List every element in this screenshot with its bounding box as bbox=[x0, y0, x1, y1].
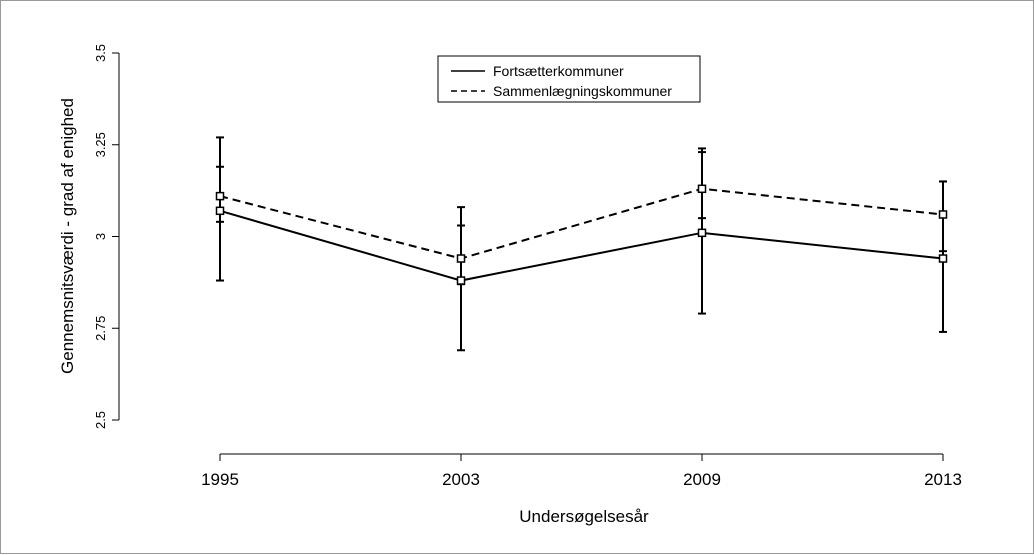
series-line-fortsaetterkommuner bbox=[219, 209, 944, 282]
series-lines bbox=[219, 187, 944, 282]
y-tick-label: 3 bbox=[93, 233, 108, 240]
data-point bbox=[938, 210, 948, 219]
legend-label-fortsaetterkommuner: Fortsætterkommuner bbox=[493, 63, 624, 79]
x-axis-label: Undersøgelsesår bbox=[519, 507, 649, 526]
data-point bbox=[456, 254, 466, 263]
x-tick-label: 2013 bbox=[924, 470, 962, 489]
x-axis: 1995 2003 2009 2013 bbox=[201, 453, 962, 489]
y-tick-label: 2.5 bbox=[93, 411, 108, 429]
data-point bbox=[697, 228, 707, 238]
x-tick-label: 1995 bbox=[201, 470, 239, 489]
x-tick-label: 2003 bbox=[442, 470, 480, 489]
legend-label-sammenlaegningskommuner: Sammenlægningskommuner bbox=[493, 83, 672, 99]
series-markers bbox=[215, 184, 948, 285]
data-point bbox=[456, 276, 466, 285]
data-point bbox=[938, 254, 948, 263]
data-point bbox=[215, 206, 225, 216]
series-line-sammenlaegningskommuner bbox=[219, 187, 944, 260]
y-tick-label: 3.25 bbox=[93, 132, 108, 157]
legend-box bbox=[437, 55, 701, 103]
y-axis: 2.5 2.75 3 3.25 3.5 bbox=[93, 44, 120, 429]
y-tick-label: 2.75 bbox=[93, 316, 108, 341]
y-tick-label: 3.5 bbox=[93, 44, 108, 62]
legend: Fortsætterkommuner Sammenlægningskommune… bbox=[437, 55, 701, 103]
y-axis-label: Gennemsnitsværdi - grad af enighed bbox=[58, 98, 77, 374]
data-point bbox=[215, 191, 225, 201]
x-tick-label: 2009 bbox=[683, 470, 721, 489]
error-bars bbox=[216, 136, 947, 352]
data-point bbox=[697, 184, 707, 194]
